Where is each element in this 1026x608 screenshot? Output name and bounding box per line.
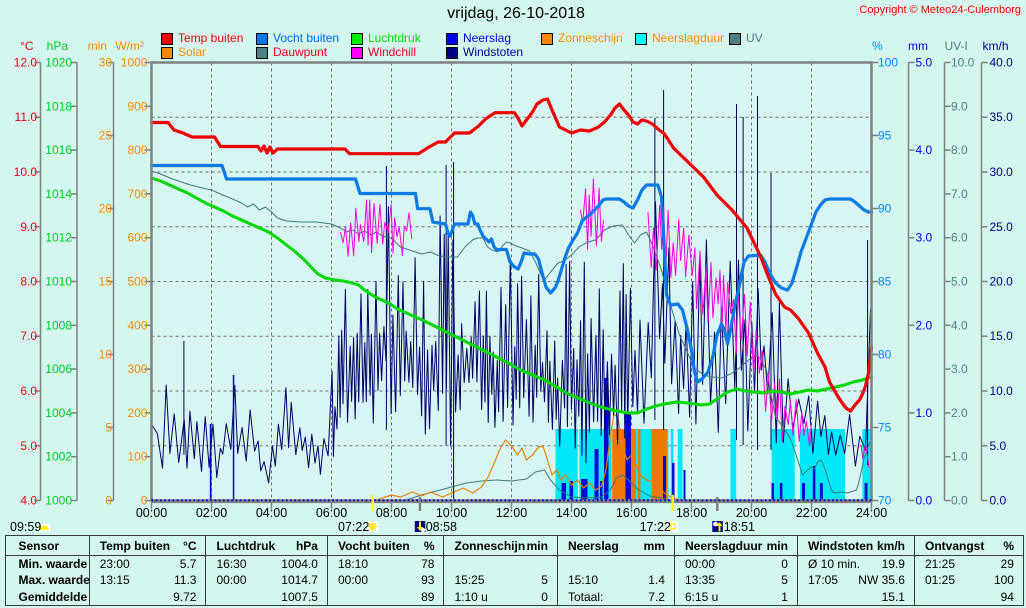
svg-text:10.0: 10.0 [990, 384, 1014, 398]
svg-text:4.0: 4.0 [951, 318, 968, 332]
svg-text:km/h: km/h [983, 39, 1009, 53]
svg-text:9.0: 9.0 [951, 99, 968, 113]
svg-text:1006: 1006 [45, 362, 72, 376]
svg-text:600: 600 [127, 231, 147, 245]
svg-text:90: 90 [878, 202, 892, 216]
svg-text:1014: 1014 [45, 187, 72, 201]
svg-text:3.0: 3.0 [916, 231, 933, 245]
svg-text:800: 800 [127, 143, 147, 157]
svg-text:17:22: 17:22 [640, 520, 671, 534]
svg-text:200: 200 [127, 406, 147, 420]
svg-text:mm: mm [908, 39, 928, 53]
svg-text:400: 400 [127, 318, 147, 332]
svg-text:30: 30 [99, 56, 113, 70]
svg-text:1012: 1012 [45, 231, 72, 245]
svg-text:35.0: 35.0 [990, 110, 1014, 124]
svg-text:12.0: 12.0 [14, 56, 38, 70]
svg-text:0.0: 0.0 [916, 494, 933, 508]
svg-text:9.0: 9.0 [20, 220, 37, 234]
svg-text:W/m²: W/m² [115, 39, 144, 53]
svg-text:300: 300 [127, 362, 147, 376]
svg-text:500: 500 [127, 275, 147, 289]
svg-text:15.0: 15.0 [990, 329, 1014, 343]
svg-text:75: 75 [878, 421, 892, 435]
svg-text:08:58: 08:58 [426, 520, 457, 534]
svg-text:hPa: hPa [47, 39, 69, 53]
svg-text:18:00: 18:00 [676, 506, 707, 520]
svg-text:6.0: 6.0 [20, 384, 37, 398]
svg-text:24:00: 24:00 [856, 506, 887, 520]
svg-text:1000: 1000 [45, 494, 72, 508]
svg-text:30.0: 30.0 [990, 165, 1014, 179]
svg-text:06:00: 06:00 [316, 506, 347, 520]
svg-text:11.0: 11.0 [15, 110, 38, 124]
svg-text:18:51: 18:51 [724, 520, 755, 534]
svg-text:04:00: 04:00 [256, 506, 287, 520]
svg-text:700: 700 [127, 187, 147, 201]
svg-text:20: 20 [99, 202, 113, 216]
svg-text:09:59: 09:59 [10, 520, 41, 534]
svg-text:900: 900 [127, 99, 147, 113]
svg-text:min: min [88, 39, 107, 53]
svg-text:%: % [872, 39, 883, 53]
svg-text:40.0: 40.0 [990, 56, 1014, 70]
svg-text:8.0: 8.0 [951, 143, 968, 157]
svg-text:95: 95 [878, 129, 892, 143]
svg-text:1.0: 1.0 [951, 450, 968, 464]
svg-text:2.0: 2.0 [916, 318, 933, 332]
svg-text:5.0: 5.0 [916, 56, 933, 70]
svg-text:00:00: 00:00 [136, 506, 167, 520]
svg-text:5: 5 [105, 421, 112, 435]
svg-text:4.0: 4.0 [916, 143, 933, 157]
svg-text:1016: 1016 [45, 143, 72, 157]
svg-text:UV-I: UV-I [945, 39, 968, 53]
svg-text:70: 70 [878, 494, 892, 508]
svg-text:5.0: 5.0 [20, 439, 37, 453]
svg-text:10:00: 10:00 [436, 506, 467, 520]
svg-text:14:00: 14:00 [556, 506, 587, 520]
svg-text:07:22: 07:22 [338, 520, 369, 534]
svg-text:10.0: 10.0 [951, 56, 975, 70]
svg-text:7.0: 7.0 [951, 187, 968, 201]
svg-text:16:00: 16:00 [616, 506, 647, 520]
svg-text:7.0: 7.0 [20, 329, 37, 343]
svg-text:02:00: 02:00 [196, 506, 227, 520]
svg-text:1.0: 1.0 [916, 406, 933, 420]
svg-text:100: 100 [127, 450, 147, 464]
svg-text:1010: 1010 [45, 275, 72, 289]
svg-text:08:00: 08:00 [376, 506, 407, 520]
svg-text:5.0: 5.0 [951, 275, 968, 289]
svg-text:1000: 1000 [121, 56, 148, 70]
svg-text:1004: 1004 [45, 406, 72, 420]
svg-text:12:00: 12:00 [496, 506, 527, 520]
svg-text:10.0: 10.0 [14, 165, 38, 179]
svg-text:0.0: 0.0 [990, 494, 1007, 508]
svg-text:0: 0 [105, 494, 112, 508]
svg-text:8.0: 8.0 [20, 275, 37, 289]
svg-text:4.0: 4.0 [20, 494, 37, 508]
svg-text:1008: 1008 [45, 318, 72, 332]
svg-text:6.0: 6.0 [951, 231, 968, 245]
svg-text:20.0: 20.0 [990, 275, 1014, 289]
svg-text:100: 100 [878, 56, 898, 70]
svg-text:1020: 1020 [45, 56, 72, 70]
svg-text:25: 25 [99, 129, 113, 143]
svg-text:5.0: 5.0 [990, 439, 1007, 453]
svg-text:1002: 1002 [45, 450, 72, 464]
svg-text:15: 15 [99, 275, 113, 289]
svg-text:25.0: 25.0 [990, 220, 1014, 234]
svg-text:0: 0 [141, 494, 148, 508]
svg-text:°C: °C [20, 39, 34, 53]
svg-text:1018: 1018 [45, 99, 72, 113]
svg-text:20:00: 20:00 [736, 506, 767, 520]
svg-text:3.0: 3.0 [951, 362, 968, 376]
svg-text:22:00: 22:00 [796, 506, 827, 520]
svg-text:80: 80 [878, 348, 892, 362]
svg-text:85: 85 [878, 275, 892, 289]
svg-text:2.0: 2.0 [951, 406, 968, 420]
svg-text:0.0: 0.0 [951, 494, 968, 508]
svg-text:10: 10 [99, 348, 113, 362]
